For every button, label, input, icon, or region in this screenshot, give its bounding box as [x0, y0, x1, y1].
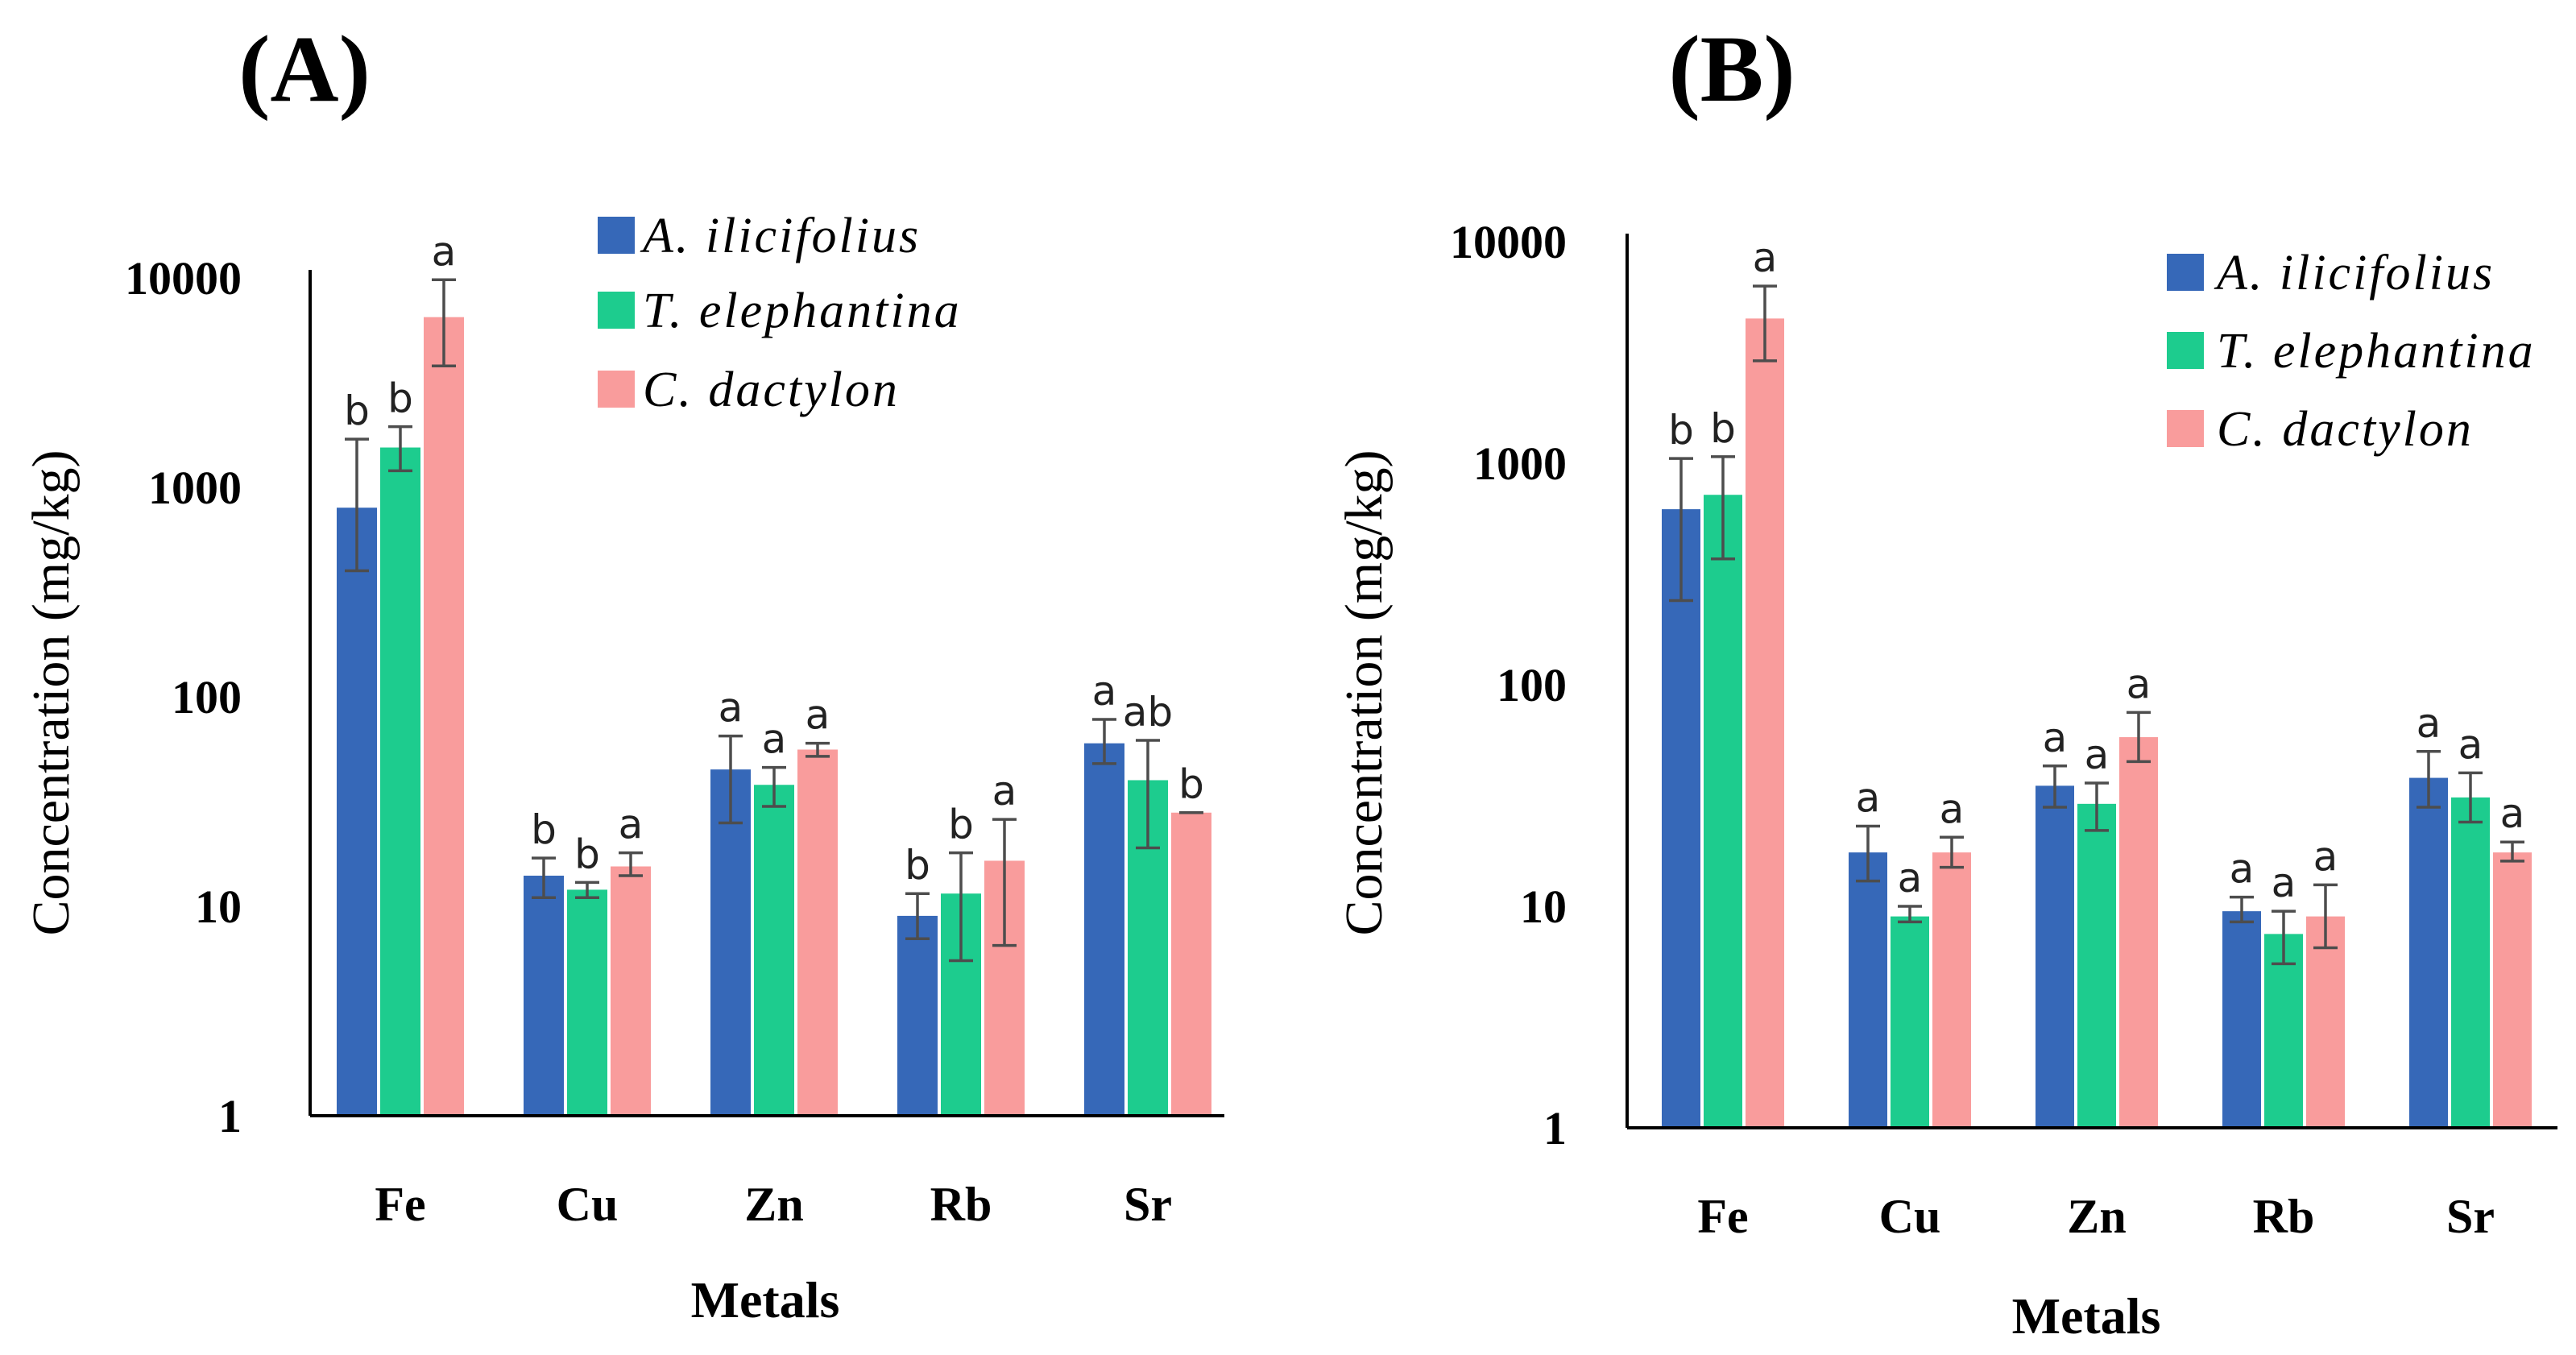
y-axis-title: Concentration (mg/kg)	[22, 450, 81, 935]
x-tick-label: Cu	[557, 1178, 619, 1231]
significance-letter: a	[806, 692, 830, 739]
x-tick-label: Fe	[1697, 1190, 1748, 1243]
significance-letter: b	[1710, 405, 1736, 452]
y-tick-label: 10	[195, 881, 242, 933]
significance-letter: a	[992, 768, 1017, 814]
y-tick-label: 1000	[148, 462, 242, 514]
significance-letter: a	[1856, 775, 1881, 822]
significance-letter: a	[1753, 234, 1778, 281]
legend-swatch	[2167, 254, 2204, 291]
x-tick-label: Sr	[2446, 1190, 2495, 1243]
legend-swatch	[2167, 410, 2204, 447]
bar-zn-series-0	[710, 769, 751, 1116]
bar-rb-series-0	[2222, 911, 2261, 1128]
x-tick-label: Zn	[2067, 1190, 2126, 1243]
bar-cu-series-1	[1891, 916, 1929, 1128]
legend-swatch	[2167, 332, 2204, 369]
bar-sr-series-0	[1084, 743, 1124, 1116]
x-tick-label: Cu	[1879, 1190, 1941, 1243]
legend-swatch	[598, 292, 635, 329]
significance-letter: a	[2458, 721, 2483, 768]
y-tick-label: 100	[1497, 659, 1567, 711]
bar-cu-series-0	[1849, 852, 1887, 1128]
bar-sr-series-2	[1171, 812, 1211, 1116]
significance-letter: a	[2313, 833, 2338, 880]
bar-zn-series-1	[2077, 803, 2116, 1128]
x-tick-label: Rb	[930, 1178, 992, 1231]
y-tick-label: 10	[1520, 881, 1567, 933]
bar-cu-series-2	[1932, 852, 1971, 1128]
y-tick-label: 1	[218, 1090, 242, 1142]
x-axis-title: Metals	[2012, 1287, 2161, 1345]
bar-fe-series-1	[380, 447, 420, 1116]
bar-zn-series-2	[2119, 737, 2158, 1128]
x-tick-label: Fe	[375, 1178, 425, 1231]
significance-letter: b	[387, 375, 413, 422]
bar-cu-series-0	[524, 876, 564, 1116]
y-tick-label: 1000	[1473, 437, 1567, 490]
bar-fe-series-2	[424, 317, 464, 1116]
significance-letter: a	[1092, 668, 1117, 715]
significance-letter: b	[948, 802, 974, 848]
legend-swatch	[598, 371, 635, 408]
x-tick-label: Rb	[2253, 1190, 2315, 1243]
significance-letter: b	[905, 842, 930, 889]
significance-letter: a	[619, 802, 644, 848]
x-tick-label: Sr	[1124, 1178, 1172, 1231]
bar-sr-series-1	[2451, 797, 2490, 1128]
significance-letter: b	[1178, 761, 1204, 808]
significance-letter: a	[1898, 855, 1923, 901]
significance-letter: a	[1940, 785, 1965, 832]
significance-letter: a	[762, 716, 787, 763]
y-tick-label: 10000	[125, 252, 242, 305]
significance-letter: a	[2230, 846, 2255, 893]
bar-rb-series-0	[897, 915, 938, 1116]
legend-label: A. ilicifolius	[640, 209, 921, 263]
legend-label: C. dactylon	[643, 363, 900, 417]
bar-cu-series-1	[567, 889, 607, 1116]
significance-letter: b	[531, 806, 557, 853]
x-axis-title: Metals	[691, 1271, 840, 1328]
y-axis-title: Concentration (mg/kg)	[1335, 450, 1394, 935]
bar-fe-series-0	[1662, 509, 1700, 1128]
y-tick-label: 100	[172, 671, 242, 723]
bar-fe-series-1	[1704, 495, 1742, 1128]
panel-a: (A) 1 10 100 1000 10000 Concentration (mg/kg) M…	[22, 16, 1224, 1328]
significance-letter: a	[2500, 790, 2525, 837]
significance-letter: a	[2272, 860, 2296, 906]
significance-letter: a	[2127, 661, 2151, 707]
panel-label: (B)	[1668, 16, 1795, 122]
significance-letter: ab	[1123, 689, 1173, 736]
legend-label: A. ilicifolius	[2214, 246, 2495, 300]
bar-rb-series-2	[2306, 916, 2345, 1128]
bar-zn-series-2	[797, 749, 838, 1116]
x-tick-label: Zn	[744, 1178, 803, 1231]
bar-fe-series-0	[337, 508, 377, 1116]
y-tick-label: 1	[1543, 1102, 1567, 1154]
bar-rb-series-1	[2264, 934, 2303, 1128]
bar-zn-series-0	[2036, 785, 2074, 1128]
bar-fe-series-2	[1746, 318, 1784, 1128]
significance-letter: a	[719, 685, 743, 731]
significance-letter: b	[574, 831, 600, 877]
legend-label: T. elephantina	[643, 284, 962, 338]
bar-sr-series-2	[2493, 852, 2532, 1128]
y-tick-label: 10000	[1450, 216, 1567, 268]
panel-label: (A)	[238, 16, 371, 122]
bar-sr-series-0	[2409, 777, 2448, 1128]
significance-letter: b	[344, 387, 370, 434]
significance-letter: a	[432, 228, 457, 275]
significance-letter: a	[2085, 731, 2110, 778]
legend-label: T. elephantina	[2217, 324, 2536, 379]
panel-b: (B) 1 10 100 1000 10000 Concentration (mg/kg) M…	[1335, 16, 2557, 1345]
legend-swatch	[598, 217, 635, 254]
bar-cu-series-2	[611, 866, 651, 1116]
bar-zn-series-1	[754, 785, 794, 1116]
significance-letter: a	[2417, 700, 2441, 747]
significance-letter: a	[2043, 715, 2068, 761]
legend-label: C. dactylon	[2217, 402, 2474, 457]
significance-letter: b	[1668, 407, 1694, 454]
